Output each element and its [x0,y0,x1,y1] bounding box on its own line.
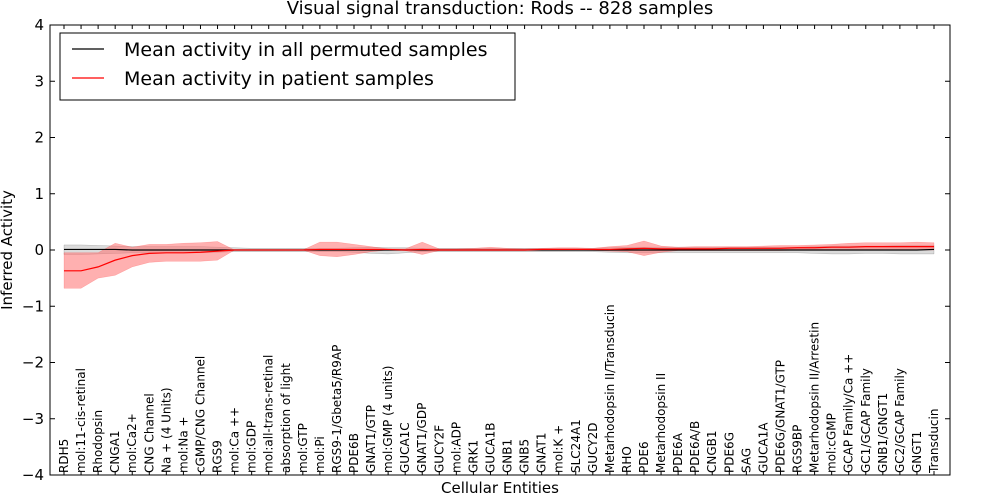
y-tick-label: 2 [34,129,44,147]
chart-title: Visual signal transduction: Rods -- 828 … [287,0,714,19]
x-category-label: GUCA1A [756,422,770,473]
x-category-label: GUCA1C [398,422,412,473]
y-tick-label: 3 [34,72,44,90]
x-category-label: GC1/GCAP Family [859,368,873,473]
x-category-label: Metarhodopsin II [654,373,668,473]
x-axis-title: Cellular Entities [441,479,559,497]
y-tick-label: −1 [22,297,44,315]
x-category-label: RGS9-1/Gbeta5/R9AP [330,345,344,473]
x-category-label: GNAT1/GTP [364,405,378,473]
x-category-label: PDE6G/GNAT1/GTP [773,360,787,473]
x-category-label: SAG [739,448,753,473]
x-category-label: GNB1/GNGT1 [876,393,890,473]
x-category-label: mol:K + [552,425,566,473]
y-axis-title: Inferred Activity [0,190,16,310]
x-category-label: PDE6A [671,432,685,473]
x-category-label: Metarhodopsin II/Arrestin [808,322,822,473]
x-category-label: RGS9BP [791,425,805,473]
x-category-label: mol:Ca ++ [228,407,242,473]
x-category-label: RGS9 [211,440,225,473]
x-axis-ticks [63,25,935,475]
y-axis-ticks: 4 3 2 1 0 −1 −2 −3 −4 [22,16,950,484]
legend-box [59,32,516,101]
x-category-label: GNGT1 [910,431,924,473]
x-category-label: mol:cGMP [825,413,839,473]
legend-label-patient: Mean activity in patient samples [124,68,434,90]
x-category-label: Transducin [927,409,941,474]
x-category-label: mol:Pi [313,436,327,473]
x-category-label: GNAT1 [535,432,549,473]
x-category-label: GNAT1/GDP [415,403,429,473]
line-series-1 [64,246,934,272]
x-category-label: mol:Na + [176,416,190,473]
x-category-label: absorption of light [279,363,293,473]
x-category-label: mol:all-trans-retinal [262,355,276,473]
x-category-label: RDH5 [57,439,71,473]
y-tick-label: 0 [34,241,44,259]
x-category-label: PDE6G [722,432,736,473]
x-category-label: GCAP Family/Ca ++ [842,354,856,473]
x-category-label: GUCY2F [432,425,446,473]
x-category-label: CNGA1 [108,431,122,474]
legend-label-permuted: Mean activity in all permuted samples [124,39,487,61]
y-tick-label: 1 [34,185,44,203]
x-category-label: GUCY2D [586,423,600,473]
x-category-label: PDE6A/B [688,421,702,473]
x-category-label: SLC24A1 [569,419,583,473]
series-lines [64,246,935,272]
x-category-label: Na + (4 Units) [159,387,173,473]
x-category-label: mol:11-cis-retinal [74,368,88,473]
x-category-label: mol:GTP [296,423,310,473]
x-category-label: GRK1 [466,440,480,473]
x-category-label: PDE6 [637,441,651,473]
x-category-label: GNB1 [501,439,515,473]
y-tick-label: 4 [34,16,44,34]
x-category-label: GC2/GCAP Family [893,368,907,473]
x-category-label: CNG Channel [142,393,156,473]
x-category-label: RHO [620,446,634,473]
x-category-label: GNB5 [518,439,532,473]
x-category-label: CNGB1 [705,430,719,473]
x-category-label: PDE6B [347,433,361,473]
legend: Mean activity in all permuted samples Me… [59,32,516,101]
y-tick-label: −2 [22,354,44,372]
x-category-label: Metarhodopsin II/Transducin [603,304,617,473]
x-category-label: mol:Ca2+ [125,413,139,473]
y-tick-label: −3 [22,410,44,428]
y-tick-label: −4 [22,466,44,484]
x-category-label: GUCA1B [483,422,497,473]
x-category-label: Rhodopsin [91,410,105,473]
x-category-label: mol:GDP [245,421,259,473]
x-category-label: mol:GMP (4 units) [381,366,395,473]
x-category-labels: RDH5 mol:11-cis-retinal Rhodopsin CNGA1 mol:… [57,304,941,474]
x-category-label: mol:ADP [449,422,463,473]
x-category-label: cGMP/CNG Channel [193,356,207,473]
